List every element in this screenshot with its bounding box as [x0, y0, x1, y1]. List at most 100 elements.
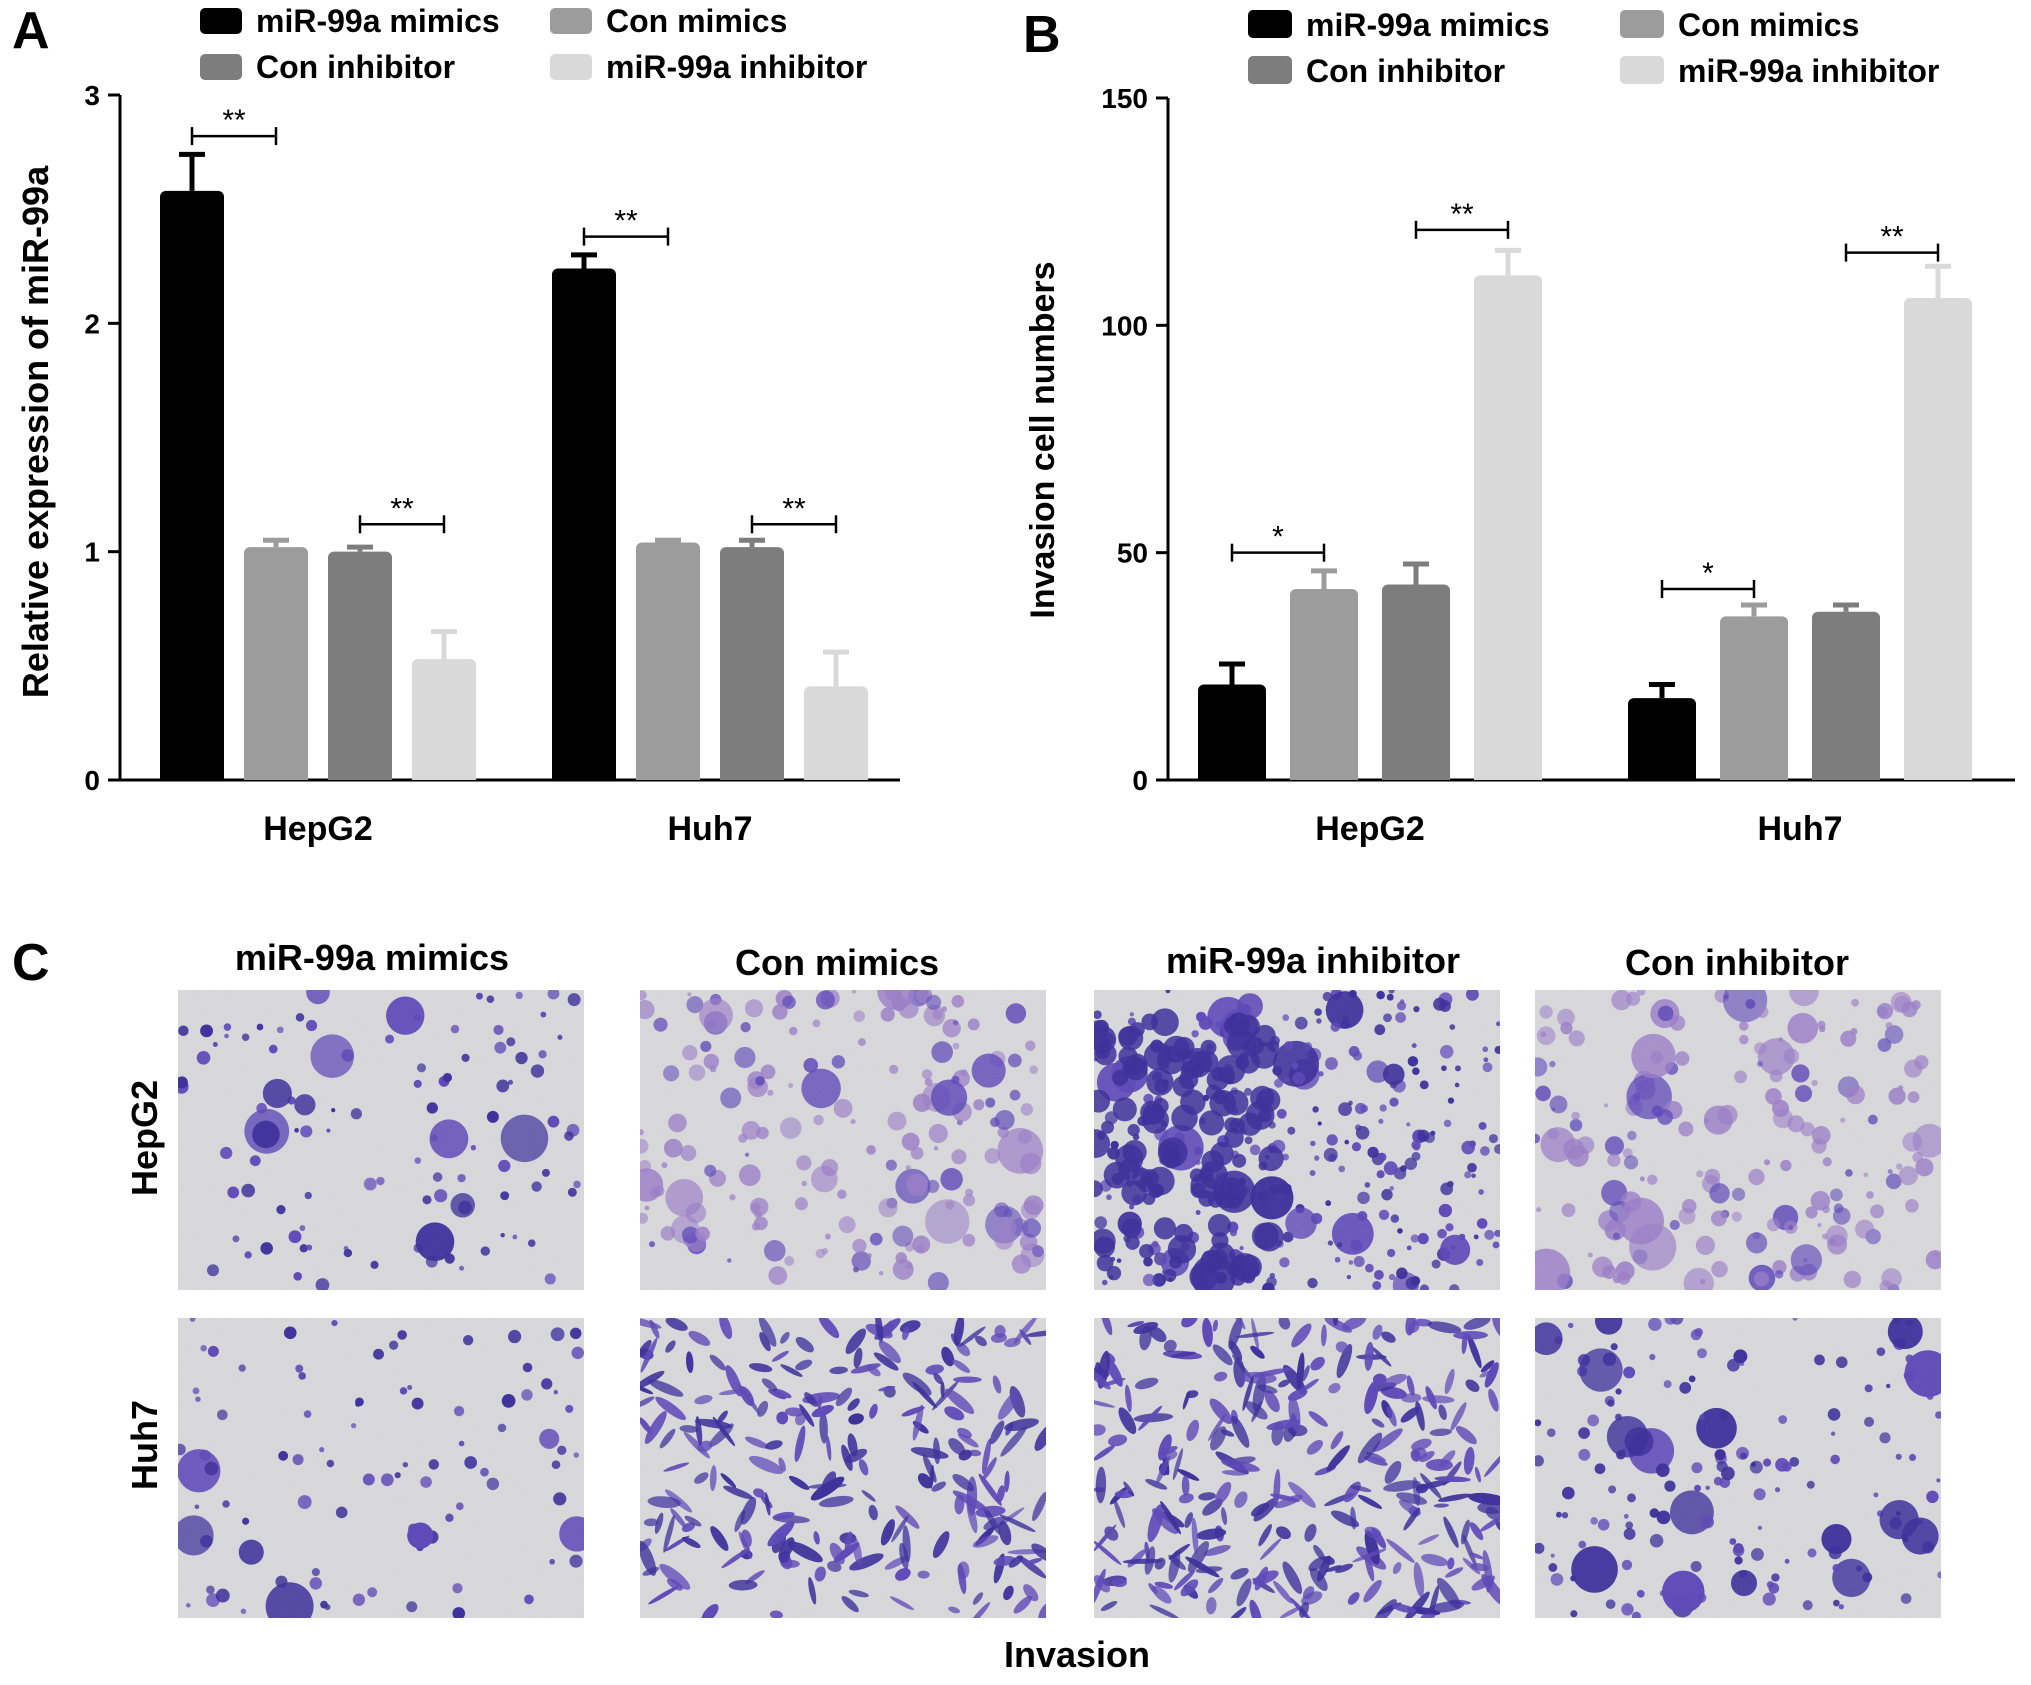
- y-tick-label: 1: [84, 537, 100, 568]
- micrograph-grain: [178, 990, 584, 1290]
- bar: [1382, 584, 1450, 780]
- legend-item: miR-99a inhibitor: [550, 49, 867, 85]
- bar: [412, 658, 476, 780]
- micrograph-grain: [1094, 1318, 1500, 1618]
- bar-base: [804, 770, 868, 780]
- chart-a-bars: [160, 151, 868, 780]
- significance-label: *: [1272, 521, 1284, 554]
- bar-base: [1290, 770, 1358, 780]
- chart-a-categories: HepG2 Huh7: [263, 810, 752, 848]
- y-tick-label: 2: [84, 308, 100, 339]
- micrograph-image: [640, 1318, 1046, 1618]
- significance-label: **: [390, 492, 414, 525]
- bar-base: [636, 770, 700, 780]
- panel-c-footer-label: Invasion: [1004, 1634, 1150, 1675]
- legend-item: Con mimics: [550, 3, 787, 39]
- y-tick-label: 150: [1101, 83, 1148, 114]
- significance-label: **: [222, 104, 246, 137]
- micrograph-grain: [640, 1318, 1046, 1618]
- micrograph-column-title: Con inhibitor: [1625, 942, 1849, 983]
- significance-bracket: **: [582, 205, 670, 246]
- legend-swatch: [550, 8, 592, 34]
- y-tick-label: 0: [1132, 765, 1148, 796]
- bar-base: [1382, 770, 1450, 780]
- bar: [1474, 275, 1542, 780]
- significance-bracket: **: [190, 104, 278, 146]
- significance-label: **: [614, 205, 638, 238]
- micrograph-image: [178, 1318, 584, 1618]
- micrograph-grid: [178, 990, 1941, 1618]
- micrograph-row-label: HepG2: [124, 1080, 165, 1196]
- y-tick-label: 100: [1101, 310, 1148, 341]
- legend-label: Con inhibitor: [256, 49, 455, 85]
- legend-swatch: [550, 54, 592, 80]
- bar-base: [1198, 770, 1266, 780]
- x-tick-label: Huh7: [668, 810, 753, 848]
- significance-label: **: [1450, 198, 1474, 231]
- legend-swatch: [200, 54, 242, 80]
- bar-base: [552, 770, 616, 780]
- significance-label: **: [1880, 221, 1904, 254]
- micrograph-image: [1094, 990, 1500, 1290]
- legend-item: miR-99a inhibitor: [1620, 53, 1939, 89]
- legend-swatch: [1620, 10, 1664, 38]
- chart-b-ylabel: Invasion cell numbers: [1024, 261, 1062, 618]
- legend-item: miR-99a mimics: [1248, 7, 1550, 43]
- bar-base: [1474, 770, 1542, 780]
- y-tick-label: 0: [84, 765, 100, 796]
- bar: [1904, 298, 1972, 780]
- bar: [1290, 589, 1358, 780]
- legend-label: miR-99a inhibitor: [606, 49, 867, 85]
- significance-bracket: *: [1660, 557, 1756, 599]
- micrograph-grain: [178, 1318, 584, 1618]
- bar-base: [1720, 770, 1788, 780]
- y-tick-label: 3: [84, 80, 100, 111]
- micrograph-grain: [1094, 990, 1500, 1290]
- legend-label: Con mimics: [606, 3, 787, 39]
- legend-swatch: [200, 8, 242, 34]
- micrograph-grain: [1535, 990, 1941, 1290]
- micrograph-image: [1535, 990, 1941, 1290]
- chart-a-ticks: 0 1 2 3: [84, 80, 120, 796]
- significance-label: *: [1702, 557, 1714, 590]
- chart-b-bars: [1198, 247, 1972, 780]
- bar: [244, 547, 308, 780]
- bar: [804, 686, 868, 780]
- bar: [720, 547, 784, 780]
- panel-label-a: A: [12, 2, 50, 60]
- bar-base: [244, 770, 308, 780]
- bar-base: [160, 770, 224, 780]
- bar: [636, 542, 700, 780]
- bar: [552, 268, 616, 780]
- bar: [328, 551, 392, 780]
- legend-label: miR-99a mimics: [1306, 7, 1550, 43]
- significance-bracket: **: [750, 492, 838, 534]
- chart-b: miR-99a mimics Con inhibitor Con mimics miR…: [1024, 7, 2015, 848]
- micrograph-column-title: miR-99a mimics: [235, 937, 509, 978]
- legend-swatch: [1248, 10, 1292, 38]
- x-tick-label: HepG2: [1315, 810, 1425, 848]
- chart-a-ylabel: Relative expression of miR-99a: [15, 165, 56, 698]
- bar-base: [1812, 770, 1880, 780]
- micrograph-column-title: Con mimics: [735, 942, 939, 983]
- legend-item: miR-99a mimics: [200, 3, 500, 39]
- bar-base: [1628, 770, 1696, 780]
- chart-a: miR-99a mimics Con inhibitor Con mimics miR…: [15, 3, 900, 848]
- significance-bracket: **: [1844, 221, 1940, 262]
- bar-base: [1904, 770, 1972, 780]
- bar: [1812, 611, 1880, 780]
- bar-base: [328, 770, 392, 780]
- bar-base: [412, 770, 476, 780]
- chart-b-ticks: 0 50 100 150: [1101, 83, 1168, 796]
- significance-bracket: *: [1230, 521, 1326, 562]
- chart-b-legend: miR-99a mimics Con inhibitor Con mimics miR…: [1248, 7, 1939, 89]
- y-tick-label: 50: [1117, 538, 1148, 569]
- legend-item: Con inhibitor: [200, 49, 455, 85]
- legend-item: Con inhibitor: [1248, 53, 1505, 89]
- significance-bracket: **: [358, 492, 446, 534]
- micrograph-image: [1094, 1318, 1500, 1618]
- micrograph-grain: [640, 990, 1046, 1290]
- panel-label-c: C: [12, 934, 50, 992]
- micrograph-image: [178, 990, 584, 1290]
